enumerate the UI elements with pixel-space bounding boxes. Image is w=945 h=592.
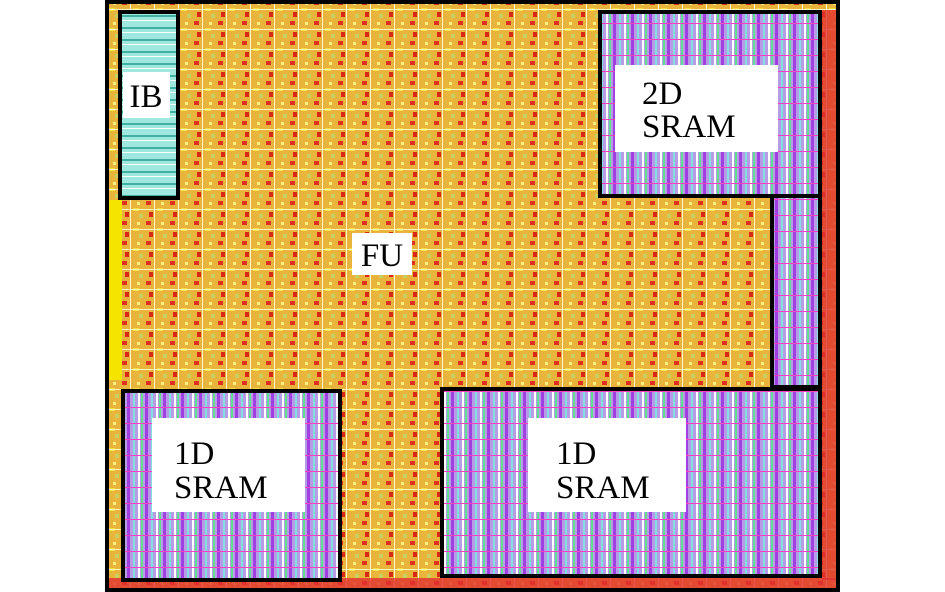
label-box <box>123 72 170 118</box>
sram-2d-strip <box>770 194 822 389</box>
sram-2d-label: SRAM <box>642 109 736 145</box>
edge-strip <box>822 10 836 580</box>
label-box <box>352 233 412 275</box>
sram-1d-label: SRAM <box>556 470 650 506</box>
die-border <box>105 0 840 592</box>
fu-label: FU <box>361 238 403 274</box>
sram-1d-label: 1D <box>556 436 596 472</box>
sram-1d-label: SRAM <box>174 470 268 506</box>
edge-strip <box>108 578 836 588</box>
label-box <box>528 418 686 512</box>
edge-strip <box>108 200 122 380</box>
sram-1d-label: 1D <box>174 436 214 472</box>
label-box <box>615 65 778 152</box>
ib-label: IB <box>130 79 163 115</box>
label-box <box>152 418 305 512</box>
sram-2d-label: 2D <box>642 76 682 112</box>
